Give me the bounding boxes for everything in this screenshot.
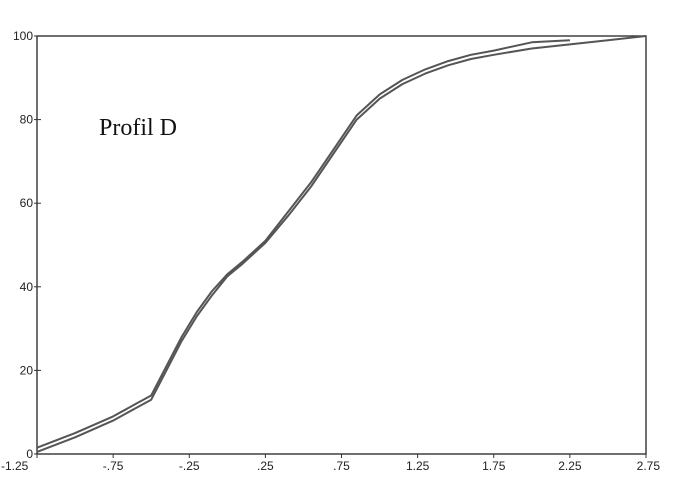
series-layer	[36, 35, 647, 453]
y-tick-label: 100	[13, 29, 33, 43]
x-tick-label: 2.75	[637, 459, 661, 473]
x-tick-label: -1.25	[1, 459, 29, 473]
x-tick-label: 1.75	[482, 459, 506, 473]
x-tick-label: 2.25	[558, 459, 582, 473]
chart-annotation: Profil D	[99, 115, 177, 141]
x-tick-label: .25	[257, 459, 274, 473]
y-axis: 0 20 40 60 80 100	[13, 29, 41, 461]
y-tick-label: 0	[26, 447, 33, 461]
x-axis: -1.25 -.75 -.25 .25 .75 1.25 1.75 2.25 2.75	[1, 454, 660, 473]
y-tick-label: 20	[20, 363, 34, 377]
series-line-1	[36, 39, 570, 449]
y-tick-label: 80	[20, 113, 34, 127]
y-tick-label: 40	[20, 280, 34, 294]
plot-frame	[36, 35, 647, 455]
x-tick-label: -.75	[103, 459, 124, 473]
y-tick-label: 60	[20, 196, 34, 210]
series-line-2	[36, 35, 647, 453]
x-tick-label: -.25	[179, 459, 200, 473]
x-tick-label: .75	[333, 459, 350, 473]
x-tick-label: 1.25	[406, 459, 430, 473]
